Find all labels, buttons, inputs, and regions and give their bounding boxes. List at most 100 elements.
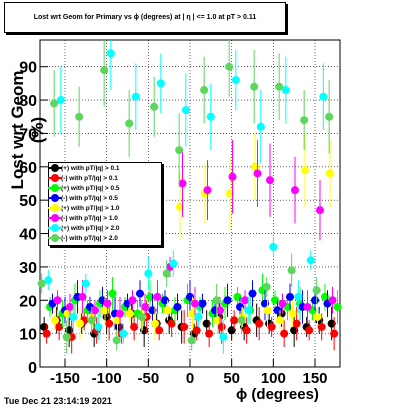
data-point: [76, 319, 84, 328]
data-point: [55, 322, 64, 331]
data-point: [228, 172, 237, 181]
legend-marker-6: [48, 224, 62, 232]
data-point: [286, 292, 294, 301]
y-tick-label: 20: [19, 293, 37, 310]
data-point: [178, 179, 187, 188]
legend: (+) with pT/|q| > 0.1 (-) with pT/|q| > …: [48, 162, 162, 246]
data-point: [317, 322, 326, 331]
data-point: [301, 166, 309, 175]
legend-marker-3: [48, 194, 62, 202]
data-point: [241, 296, 249, 305]
data-point: [169, 259, 178, 268]
data-point: [42, 329, 51, 338]
data-point: [281, 86, 290, 95]
data-point: [313, 312, 322, 321]
data-point: [330, 329, 339, 338]
data-point: [237, 316, 246, 325]
data-point: [131, 92, 140, 101]
legend-bar-1: [48, 177, 62, 179]
data-point: [230, 316, 239, 325]
data-point: [56, 96, 65, 105]
data-point: [306, 256, 315, 265]
data-point: [130, 322, 139, 331]
legend-entry: (+) with pT/|q| > 2.0: [48, 223, 161, 233]
legend-bar-7: [48, 237, 62, 239]
legend-entry: (-) with pT/|q| > 2.0: [48, 233, 161, 243]
data-point: [94, 322, 103, 331]
y-tick-label: 90: [19, 60, 37, 77]
y-tick-label: 30: [19, 260, 37, 277]
data-point: [105, 319, 114, 328]
data-point: [87, 316, 96, 325]
legend-entry: (+) with pT/|q| > 0.1: [48, 163, 161, 173]
data-point: [44, 276, 53, 285]
data-point: [144, 269, 153, 278]
data-point: [136, 289, 144, 298]
legend-label-2: (+) with pT/|q| > 0.5: [61, 184, 120, 192]
legend-label-3: (-) with pT/|q| > 0.5: [61, 194, 118, 202]
data-point: [100, 66, 109, 75]
data-point: [223, 296, 232, 305]
legend-marker-7: [48, 234, 62, 242]
data-point: [151, 319, 159, 328]
data-point: [141, 302, 149, 311]
data-point: [294, 292, 303, 301]
legend-marker-0: [48, 164, 62, 172]
data-point: [81, 279, 90, 288]
data-point: [312, 286, 321, 295]
data-point: [175, 146, 184, 155]
y-axis-label: Lost wrt Geom (%): [8, 70, 47, 190]
data-point: [155, 326, 164, 335]
data-point: [255, 319, 264, 328]
data-point: [326, 169, 334, 178]
data-point: [50, 99, 59, 108]
data-point: [303, 302, 312, 311]
data-point: [333, 302, 342, 311]
data-point: [267, 322, 276, 331]
data-point: [244, 306, 253, 315]
legend-label-4: (+) with pT/|q| > 1.0: [61, 204, 120, 212]
data-point: [262, 282, 271, 291]
data-point: [269, 242, 278, 251]
legend-bar-6: [48, 227, 62, 229]
data-point: [280, 329, 289, 338]
data-point: [305, 326, 314, 335]
data-point: [250, 82, 259, 91]
legend-marker-4: [48, 204, 62, 212]
legend-bar-5: [48, 217, 62, 219]
data-point: [219, 332, 228, 341]
data-point: [116, 309, 124, 318]
data-point: [187, 336, 196, 345]
y-tick-label: 50: [19, 193, 37, 210]
legend-entry: (-) with pT/|q| > 0.1: [48, 173, 161, 183]
data-point: [153, 292, 162, 301]
data-point: [205, 329, 214, 338]
data-point: [225, 62, 234, 71]
legend-bar-0: [48, 167, 62, 169]
data-point: [37, 279, 46, 288]
x-tick-label: -50: [137, 370, 159, 387]
legend-label-7: (-) with pT/|q| > 2.0: [61, 234, 118, 242]
data-point: [69, 312, 78, 321]
legend-marker-1: [48, 174, 62, 182]
data-point: [62, 332, 71, 341]
data-point: [194, 312, 203, 321]
x-axis-label: ϕ (degrees): [236, 386, 319, 403]
data-point: [300, 116, 309, 125]
data-point: [328, 296, 337, 305]
data-point: [181, 106, 190, 115]
data-point: [91, 306, 99, 315]
data-point: [119, 329, 128, 338]
data-point: [319, 92, 328, 101]
legend-label-5: (-) with pT/|q| > 1.0: [61, 214, 118, 222]
data-point: [212, 296, 221, 305]
data-point: [156, 79, 165, 88]
data-point: [128, 296, 137, 305]
data-point: [103, 299, 112, 308]
data-point: [126, 309, 134, 318]
y-tick-label: 80: [19, 93, 37, 110]
data-point: [217, 322, 226, 331]
data-point: [291, 186, 299, 195]
data-point: [311, 296, 319, 305]
data-point: [51, 316, 59, 325]
